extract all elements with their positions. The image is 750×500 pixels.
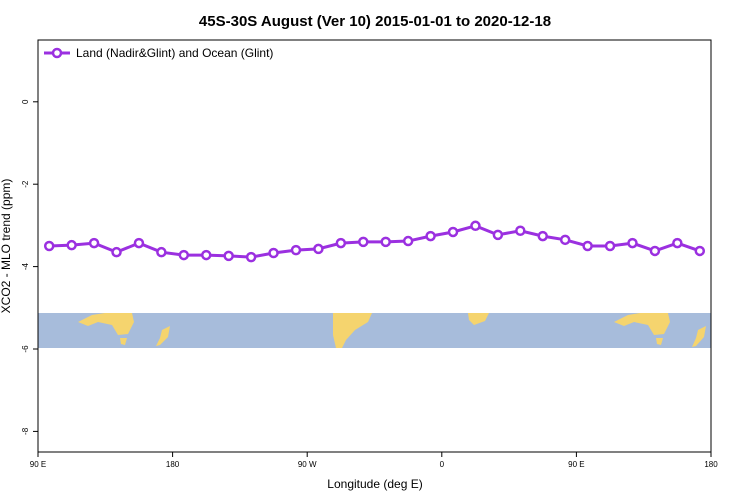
point [335,237,347,249]
y-tick-label: 0 [21,99,30,104]
point [201,249,212,261]
plot-frame [37,39,712,453]
y-tick-label: -4 [21,262,30,270]
point [358,236,369,248]
ocean [38,313,711,348]
point [537,230,548,242]
legend-marker [51,47,63,59]
point [627,237,638,249]
point [582,240,593,252]
point [694,245,706,257]
point [66,239,77,251]
point [559,234,571,246]
x-tick-label: 90 W [298,460,317,469]
point [515,225,526,237]
series-line [49,224,701,259]
legend-label: Land (Nadir&Glint) and Ocean (Glint) [76,46,273,60]
point [290,244,302,256]
point [380,236,391,248]
point [470,220,481,232]
x-tick-label: 90 E [568,460,584,469]
y-axis-label: XCO2 - MLO trend (ppm) [0,179,13,314]
point [88,237,100,249]
point [492,229,504,241]
point [402,235,414,247]
point [178,249,190,261]
x-tick-label: 90 E [30,460,46,469]
point [672,237,683,249]
point [245,251,257,263]
point [156,246,167,258]
map-strip [38,313,711,348]
point [604,240,616,252]
x-tick-label: 0 [440,460,445,469]
point [425,230,436,242]
point [43,240,55,252]
land [78,313,706,348]
y-tick-label: -6 [21,345,30,353]
point [111,246,122,258]
point [223,250,234,262]
point [268,247,279,259]
y-tick-label: -8 [21,427,30,435]
x-tick-label: 180 [166,460,180,469]
x-tick-label: 180 [704,460,718,469]
point [313,243,324,255]
x-axis-label: Longitude (deg E) [327,477,422,491]
chart-title: 45S-30S August (Ver 10) 2015-01-01 to 20… [199,13,551,30]
point [649,245,661,257]
y-tick-label: -2 [21,180,30,188]
point [447,226,459,238]
point [133,237,145,249]
